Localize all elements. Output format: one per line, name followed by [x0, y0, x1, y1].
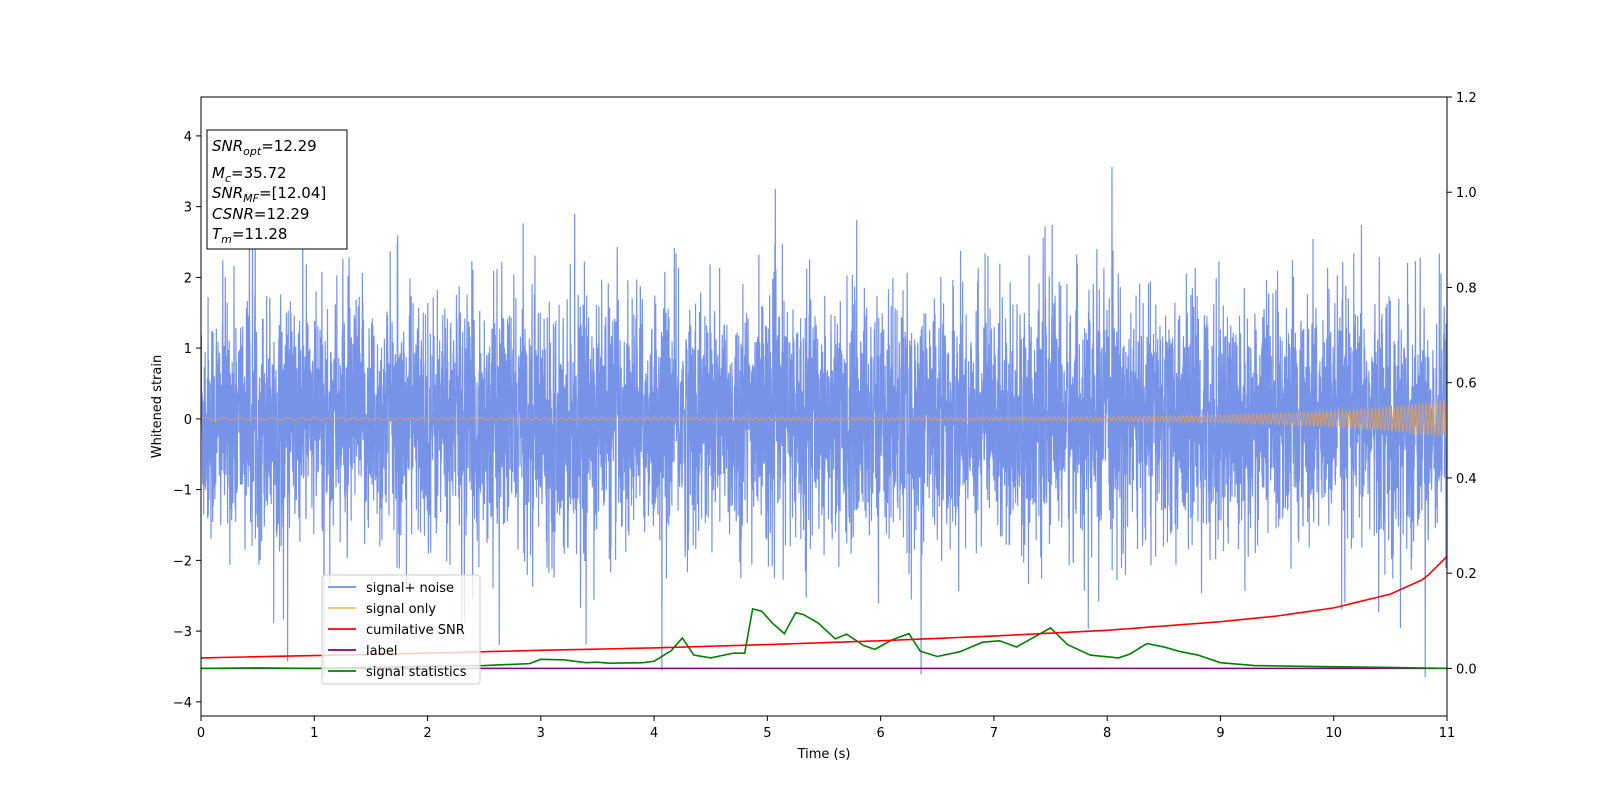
- y-axis-label: Whitened strain: [150, 355, 165, 458]
- x-axis-label: Time (s): [797, 747, 851, 762]
- info-tm: Tm=11.28: [212, 225, 287, 246]
- info-snr-mf: SNRMF=[12.04]: [212, 184, 326, 205]
- x-tick-label: 11: [1439, 726, 1456, 741]
- legend-item-label: signal statistics: [366, 665, 467, 680]
- y-right-tick-label: 1.2: [1456, 91, 1477, 106]
- x-tick-label: 9: [1216, 726, 1224, 741]
- info-mc: Mc=35.72: [212, 164, 287, 185]
- y-right-tick-label: 0.2: [1456, 567, 1477, 582]
- y-axis-right: 0.0 0.2 0.4 0.6 0.8 1.0 1.2: [1447, 91, 1477, 677]
- plot-frame: [200, 96, 1448, 717]
- legend-item-label: label: [366, 644, 397, 659]
- x-axis: 0 1 2 3 4 5 6 7 8 9 10 11: [197, 716, 1455, 741]
- x-tick-label: 10: [1325, 726, 1342, 741]
- y-left-tick-label: 3: [184, 201, 192, 216]
- series-signal-only-line: [201, 399, 1447, 438]
- y-left-tick-label: 1: [184, 342, 192, 357]
- y-left-tick-label: 4: [184, 130, 192, 145]
- y-right-tick-label: 0.0: [1456, 662, 1477, 677]
- y-left-tick-label: −4: [173, 696, 192, 711]
- info-box: SNRopt=12.29 Mc=35.72 SNRMF=[12.04] CSNR…: [206, 129, 348, 250]
- y-right-tick-label: 0.6: [1456, 377, 1477, 392]
- y-left-tick-label: −2: [173, 554, 192, 569]
- x-tick-label: 5: [763, 726, 771, 741]
- legend-item-label: signal only: [366, 602, 436, 617]
- x-tick-label: 6: [876, 726, 884, 741]
- x-tick-label: 7: [990, 726, 998, 741]
- x-tick-label: 4: [650, 726, 658, 741]
- info-csnr: CSNR=12.29: [212, 205, 309, 223]
- legend-item-label: signal+ noise: [366, 581, 454, 596]
- y-left-tick-label: 2: [184, 271, 192, 286]
- legend: signal+ noise signal only cumilative SNR la…: [321, 574, 481, 685]
- legend-box: [321, 574, 481, 685]
- y-right-tick-label: 0.8: [1456, 281, 1477, 296]
- y-right-tick-label: 0.4: [1456, 472, 1477, 487]
- series-signal-statistics-line: [201, 607, 1447, 670]
- y-right-tick-label: 1.0: [1456, 186, 1477, 201]
- y-axis-left: −4 −3 −2 −1 0 1 2 3 4: [173, 130, 201, 711]
- x-tick-label: 3: [537, 726, 545, 741]
- info-snr-opt: SNRopt=12.29: [212, 137, 317, 158]
- y-left-tick-label: −1: [173, 484, 192, 499]
- legend-item-label: cumilative SNR: [366, 623, 465, 638]
- x-tick-label: 0: [197, 726, 205, 741]
- x-tick-label: 8: [1103, 726, 1111, 741]
- x-tick-label: 1: [310, 726, 318, 741]
- y-left-tick-label: 0: [184, 413, 192, 428]
- x-tick-label: 2: [423, 726, 431, 741]
- y-left-tick-label: −3: [173, 625, 192, 640]
